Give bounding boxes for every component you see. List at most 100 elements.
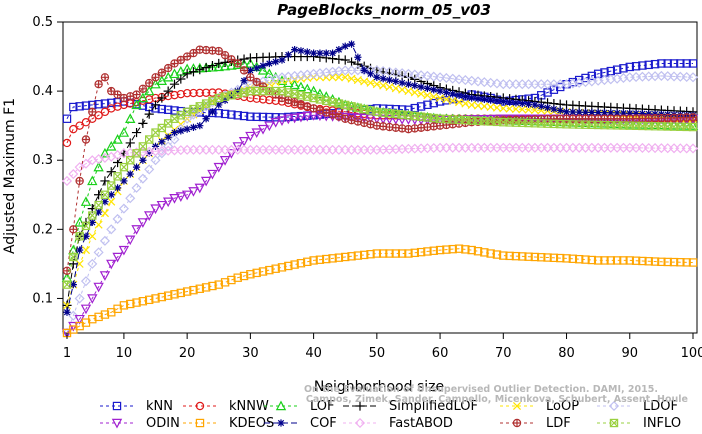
- data-point: [258, 82, 268, 91]
- data-point: [81, 101, 91, 110]
- data-point: [143, 85, 155, 96]
- data-point: [126, 156, 135, 165]
- data-point: [404, 249, 413, 258]
- data-point: [233, 59, 242, 68]
- data-point: [688, 59, 698, 68]
- series-line: [66, 147, 694, 182]
- data-point: [120, 177, 128, 185]
- data-point: [265, 59, 273, 68]
- data-point: [251, 128, 262, 139]
- data-point: [87, 258, 98, 269]
- data-point: [163, 63, 173, 73]
- data-point: [687, 143, 699, 154]
- chart-title: PageBlocks_norm_05_v03: [277, 1, 491, 19]
- data-point: [461, 93, 469, 101]
- data-point: [169, 79, 180, 89]
- data-point: [188, 187, 199, 197]
- data-point: [366, 78, 375, 87]
- data-point: [144, 164, 155, 175]
- data-point: [100, 176, 110, 186]
- data-point: [201, 283, 211, 292]
- data-point: [676, 59, 685, 68]
- data-point: [145, 295, 154, 305]
- data-point: [87, 294, 98, 304]
- data-point: [182, 52, 192, 61]
- data-point: [101, 198, 109, 206]
- data-point: [575, 108, 583, 116]
- data-point: [365, 114, 376, 124]
- legend-item-ldof: LDOF: [597, 399, 678, 414]
- data-point: [644, 60, 653, 70]
- data-point: [69, 124, 78, 134]
- data-point: [68, 310, 79, 321]
- data-point: [94, 200, 103, 210]
- data-point: [215, 101, 223, 109]
- data-point: [569, 108, 577, 116]
- data-point: [638, 110, 647, 118]
- data-point: [170, 290, 179, 299]
- data-point: [435, 245, 445, 255]
- data-point: [112, 134, 123, 144]
- data-point: [189, 88, 198, 98]
- data-point: [265, 265, 274, 275]
- data-point: [291, 46, 299, 54]
- data-point: [200, 176, 212, 187]
- data-point: [220, 50, 230, 60]
- data-point: [417, 83, 425, 91]
- data-point: [328, 254, 337, 263]
- data-point: [170, 128, 179, 137]
- data-point: [366, 70, 375, 78]
- data-point: [132, 163, 141, 171]
- data-point: [272, 58, 280, 66]
- data-point: [181, 190, 193, 201]
- data-point: [341, 73, 350, 82]
- data-point: [62, 266, 72, 275]
- data-point: [296, 258, 306, 268]
- data-point: [334, 253, 344, 262]
- data-point: [150, 204, 161, 215]
- data-point: [271, 264, 280, 273]
- data-point: [62, 114, 72, 123]
- data-point: [295, 81, 307, 92]
- x-tick-label: 100: [681, 346, 702, 361]
- data-point: [138, 118, 148, 128]
- data-point: [669, 59, 679, 68]
- data-point: [410, 88, 419, 97]
- data-point: [657, 257, 666, 267]
- watermark-line-2: Campos, Zimek, Sander, Campello, Micenko…: [306, 394, 688, 405]
- legend-marker: [195, 418, 205, 428]
- legend-item-lof: LOF: [264, 399, 335, 414]
- data-point: [466, 75, 477, 86]
- data-point: [80, 158, 92, 169]
- data-point: [94, 220, 103, 229]
- data-point: [158, 138, 166, 146]
- data-point: [328, 49, 337, 57]
- data-point: [113, 90, 122, 99]
- data-point: [455, 98, 464, 107]
- x-tick-label: 50: [369, 346, 386, 361]
- legend-item-fastabod: FastABOD: [343, 416, 453, 431]
- data-point: [416, 70, 427, 81]
- data-point: [612, 65, 622, 74]
- data-point: [593, 69, 603, 79]
- legend-marker: [354, 417, 366, 429]
- legend-item-simplifiedlof: SimplifiedLOF: [343, 399, 478, 414]
- data-point: [189, 48, 198, 58]
- data-point: [436, 93, 445, 103]
- data-point: [328, 110, 337, 119]
- y-tick-label: 0.1: [32, 291, 53, 306]
- data-point: [662, 71, 673, 82]
- data-point: [94, 79, 103, 89]
- data-point: [112, 213, 123, 225]
- data-point: [151, 294, 160, 303]
- data-point: [423, 91, 432, 100]
- data-point: [119, 162, 129, 172]
- data-point: [143, 211, 155, 221]
- data-point: [283, 114, 294, 125]
- data-point: [177, 127, 185, 135]
- plot-area: [61, 21, 699, 339]
- data-point: [131, 99, 142, 110]
- data-point: [474, 95, 482, 103]
- data-point: [125, 138, 135, 148]
- data-point: [632, 109, 640, 118]
